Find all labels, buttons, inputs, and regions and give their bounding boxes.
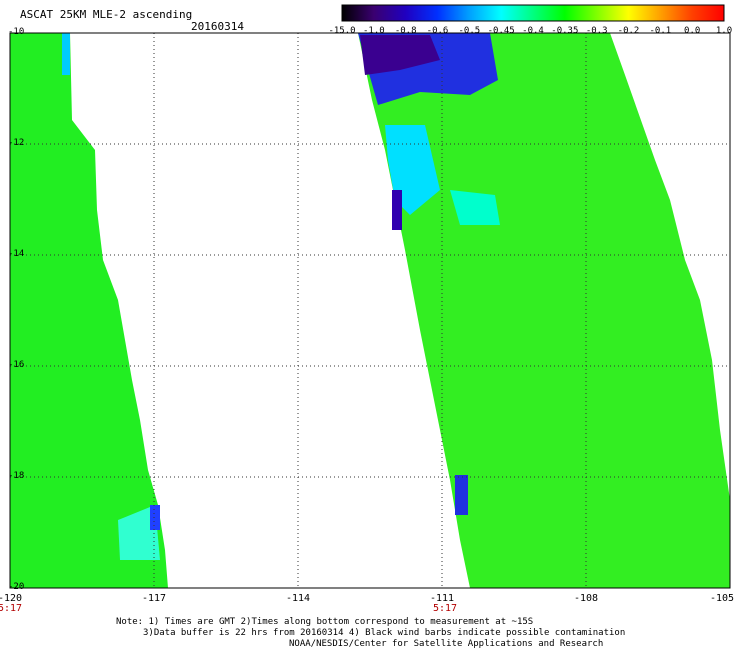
colorbar-label: 1.0 xyxy=(715,26,733,36)
colorbar-label: -0.4 xyxy=(522,26,544,36)
colorbar-label: -0.5 xyxy=(458,26,481,36)
cyan-strip-west xyxy=(62,33,70,75)
colorbar-label: 0.0 xyxy=(684,26,701,36)
colorbar-label: -0.45 xyxy=(487,26,515,36)
longitude-label: -111 xyxy=(429,593,455,604)
cyan-patch-south xyxy=(118,505,160,560)
colorbar-label: -0.3 xyxy=(585,26,608,36)
latitude-label: -18 xyxy=(8,471,25,481)
map-frame xyxy=(9,32,731,589)
colorbar-label: -0.1 xyxy=(649,26,672,36)
colorbar-label: -15.0 xyxy=(328,26,356,36)
map-date: 20160314 xyxy=(191,20,244,33)
colorbar-label: -0.2 xyxy=(617,26,640,36)
note-line-1: Note: 1) Times are GMT 2)Times along bot… xyxy=(116,617,534,627)
time-label-right: 5:17 xyxy=(432,603,458,614)
swath-right xyxy=(358,33,730,588)
note-line-3: NOAA/NESDIS/Center for Satellite Applica… xyxy=(289,639,604,649)
note-line-2: 3)Data buffer is 22 hrs from 20160314 4)… xyxy=(143,628,626,638)
colorbar-label: -0.35 xyxy=(551,26,579,36)
latitude-label: -14 xyxy=(8,249,25,259)
longitude-label: -114 xyxy=(285,593,311,604)
longitude-label: -105 xyxy=(709,593,735,604)
low-value-patch-north-dark xyxy=(360,35,440,75)
latitude-label: -16 xyxy=(8,360,25,370)
longitude-label: -117 xyxy=(141,593,167,604)
colorbar-label: -0.8 xyxy=(394,26,417,36)
latitude-label: -12 xyxy=(8,138,25,148)
map-title: ASCAT 25KM MLE-2 ascending xyxy=(20,8,193,21)
longitude-label: -108 xyxy=(573,593,599,604)
latitude-label: -20 xyxy=(8,582,25,592)
blue-strip-west xyxy=(150,505,160,530)
blue-strip-east xyxy=(392,190,402,230)
cyan-patch-mid xyxy=(450,190,500,225)
blue-strip-south xyxy=(455,475,468,515)
colorbar xyxy=(341,4,725,22)
colorbar-label: -0.6 xyxy=(426,26,449,36)
time-label-left: 5:17 xyxy=(0,603,23,614)
colorbar-label: -1.0 xyxy=(362,26,385,36)
swath-left xyxy=(10,33,168,588)
latitude-label: -10 xyxy=(8,27,25,37)
longitude-label: -120 xyxy=(0,593,23,604)
